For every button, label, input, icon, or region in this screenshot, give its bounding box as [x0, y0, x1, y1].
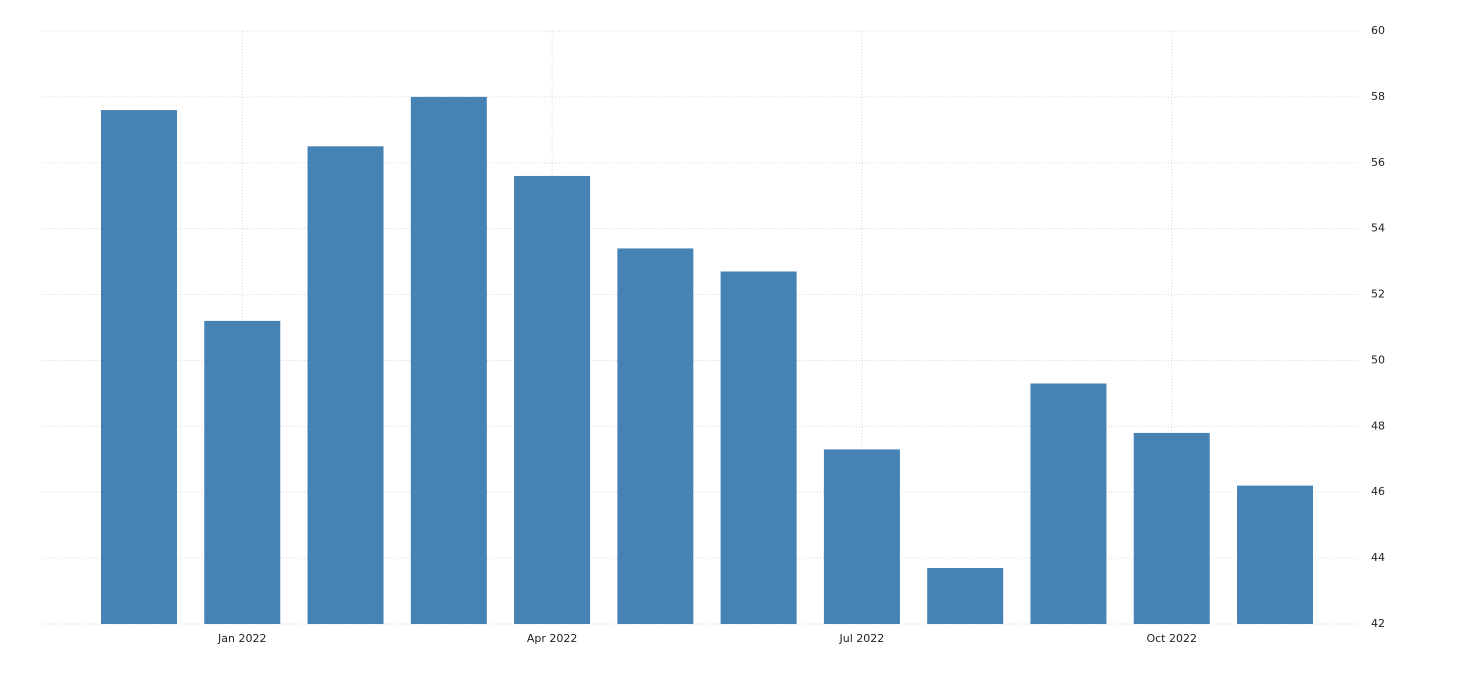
- bar: [307, 146, 384, 625]
- x-tick-label: Apr 2022: [527, 632, 578, 645]
- bar: [1237, 485, 1313, 624]
- y-tick-label: 58: [1371, 90, 1385, 103]
- x-tick-label: Jul 2022: [839, 632, 885, 645]
- x-tick-label: Jan 2022: [217, 632, 266, 645]
- y-tick-label: 42: [1371, 617, 1385, 630]
- bar: [514, 175, 591, 624]
- y-tick-label: 48: [1371, 419, 1385, 432]
- x-tick-label: Oct 2022: [1146, 632, 1197, 645]
- bar: [927, 567, 1004, 624]
- y-tick-label: 44: [1371, 551, 1385, 564]
- y-tick-label: 50: [1371, 353, 1385, 366]
- y-tick-label: 46: [1371, 485, 1385, 498]
- bar: [1133, 432, 1210, 624]
- y-tick-label: 52: [1371, 288, 1385, 301]
- bar: [410, 96, 487, 624]
- bar: [101, 110, 177, 625]
- y-tick-label: 56: [1371, 156, 1385, 169]
- bar: [617, 248, 694, 624]
- y-tick-label: 54: [1371, 222, 1385, 235]
- bar: [823, 449, 900, 624]
- bar: [720, 271, 797, 624]
- bar: [1030, 383, 1107, 624]
- y-tick-label: 60: [1371, 24, 1385, 37]
- bar: [204, 320, 281, 624]
